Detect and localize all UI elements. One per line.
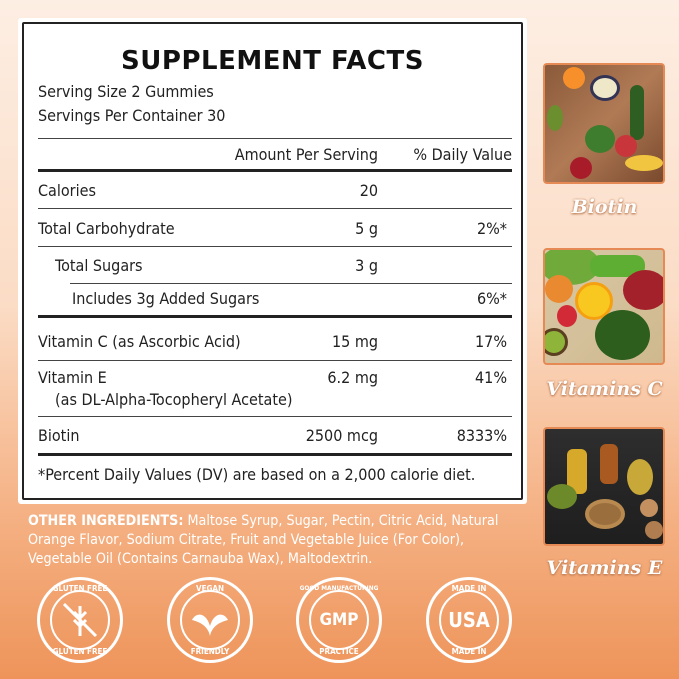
badge-top-text: GOOD MANUFACTURING bbox=[299, 584, 379, 592]
caption-vitamin-e: Vitamins E bbox=[546, 557, 663, 579]
row-vite-amount: 6.2 mg bbox=[327, 368, 378, 387]
serving-size: Serving Size 2 Gummies bbox=[38, 82, 214, 101]
divider bbox=[38, 208, 512, 209]
servings-per-container: Servings Per Container 30 bbox=[38, 106, 226, 125]
gluten-free-badge: GLUTEN FREE GLUTEN FREE bbox=[37, 577, 123, 663]
caption-vitamin-c: Vitamins C bbox=[546, 378, 663, 400]
row-vitc-dv: 17% bbox=[475, 332, 507, 351]
ingredients-text: Maltose Syrup, Sugar, Pectin, Citric Aci… bbox=[28, 513, 499, 567]
badge-top-text: GLUTEN FREE bbox=[52, 584, 108, 593]
vitamin-c-foods-image bbox=[543, 248, 665, 365]
divider bbox=[38, 138, 512, 139]
row-biotin-dv: 8333% bbox=[456, 426, 507, 445]
badge-center-text: USA bbox=[439, 590, 499, 650]
badge-top-text: MADE IN bbox=[451, 584, 487, 593]
row-carb-amount: 5 g bbox=[355, 219, 378, 238]
divider bbox=[38, 416, 512, 417]
row-vitc-amount: 15 mg bbox=[331, 332, 378, 351]
badge-center-text: GMP bbox=[309, 590, 369, 650]
row-vite-sub: (as DL-Alpha-Tocopheryl Acetate) bbox=[55, 390, 293, 409]
supplement-facts-panel: SUPPLEMENT FACTS bbox=[22, 22, 523, 500]
divider bbox=[38, 360, 512, 361]
divider bbox=[38, 453, 512, 456]
other-ingredients: OTHER INGREDIENTS: Maltose Syrup, Sugar,… bbox=[28, 512, 528, 569]
badge-bottom-text: PRACTICE bbox=[319, 647, 359, 656]
row-biotin-name: Biotin bbox=[38, 426, 80, 445]
footnote: *Percent Daily Values (DV) are based on … bbox=[38, 465, 476, 484]
divider bbox=[38, 246, 512, 247]
row-added-sugars-name: Includes 3g Added Sugars bbox=[72, 289, 260, 308]
row-carb-dv: 2%* bbox=[476, 219, 507, 238]
row-vite-dv: 41% bbox=[475, 368, 507, 387]
made-in-usa-badge: MADE IN USA MADE IN bbox=[426, 577, 512, 663]
biotin-foods-image bbox=[543, 63, 665, 184]
row-calories-name: Calories bbox=[38, 181, 96, 200]
column-daily-value: % Daily Value bbox=[413, 145, 512, 164]
badge-bottom-text: MADE IN bbox=[451, 647, 487, 656]
badge-bottom-text: FRIENDLY bbox=[190, 647, 230, 656]
badge-bottom-text: GLUTEN FREE bbox=[52, 647, 108, 656]
row-biotin-amount: 2500 mcg bbox=[305, 426, 378, 445]
divider bbox=[70, 283, 512, 284]
vitamin-e-foods-image bbox=[543, 427, 665, 546]
badge-top-text: VEGAN bbox=[196, 584, 224, 593]
divider bbox=[38, 169, 512, 172]
row-vitc-name: Vitamin C (as Ascorbic Acid) bbox=[38, 332, 241, 351]
facts-title: SUPPLEMENT FACTS bbox=[121, 46, 424, 76]
row-sugars-amount: 3 g bbox=[355, 256, 378, 275]
row-carb-name: Total Carbohydrate bbox=[38, 219, 175, 238]
vegan-badge: VEGAN FRIENDLY bbox=[167, 577, 253, 663]
wheat-crossed-icon bbox=[50, 590, 110, 650]
gmp-badge: GOOD MANUFACTURING GMP PRACTICE bbox=[296, 577, 382, 663]
row-vite-name: Vitamin E bbox=[38, 368, 107, 387]
column-amount: Amount Per Serving bbox=[234, 145, 378, 164]
divider bbox=[38, 315, 512, 318]
caption-biotin: Biotin bbox=[571, 196, 638, 218]
leaf-sprout-icon bbox=[180, 590, 240, 650]
row-calories-amount: 20 bbox=[359, 181, 378, 200]
row-added-sugars-dv: 6%* bbox=[476, 289, 507, 308]
ingredients-label: OTHER INGREDIENTS: bbox=[28, 513, 184, 529]
row-sugars-name: Total Sugars bbox=[55, 256, 143, 275]
